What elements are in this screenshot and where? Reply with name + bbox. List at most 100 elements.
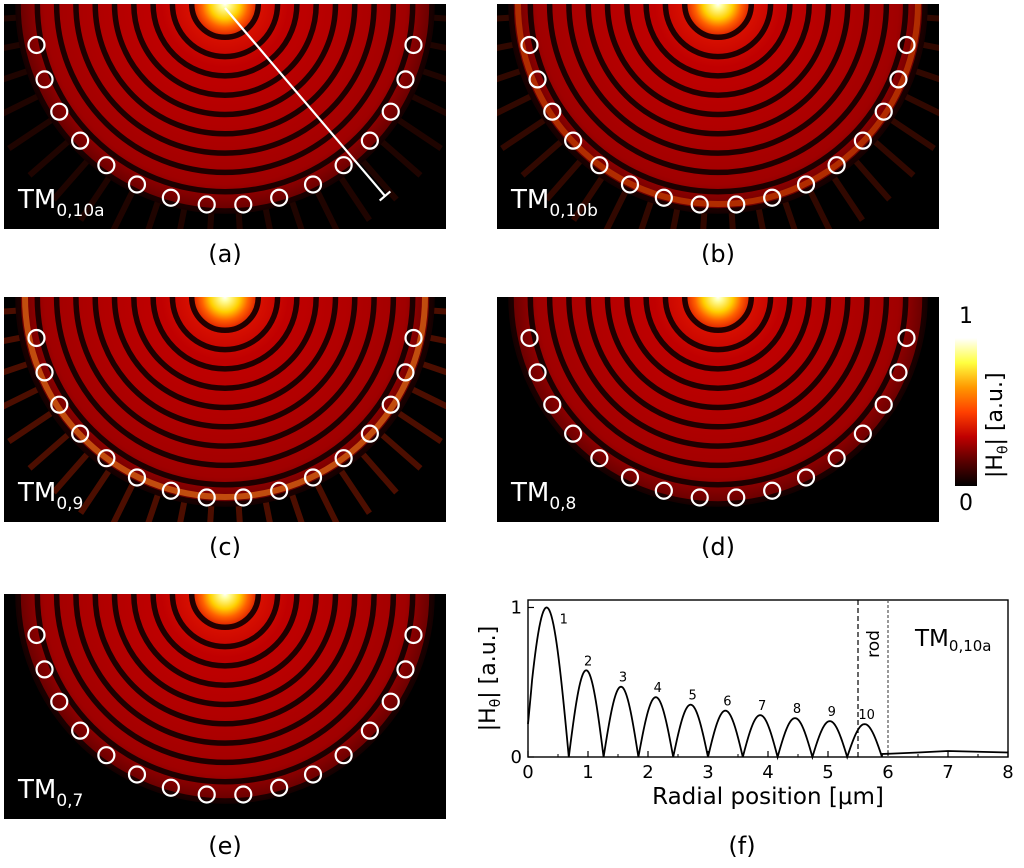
rod-marker [520,35,539,55]
rod-marker [360,131,379,150]
rod-marker [197,488,216,507]
rod-marker [690,488,709,507]
y-axis-label: |Hθ| [a.u.] [476,626,504,732]
rod-marker [564,424,583,443]
rod-marker [763,188,782,207]
rod-marker [360,721,379,740]
rod-marker [35,660,54,679]
rod-marker [27,625,46,645]
field-map-d [497,297,939,522]
rod-marker [654,481,673,500]
x-tick-label: 1 [582,762,593,783]
rod-marker [50,395,69,414]
peak-label: 10 [858,708,875,723]
rod-marker [303,468,323,487]
rod-marker [50,102,69,121]
x-tick-label: 8 [1002,762,1013,783]
rod-marker [71,131,90,150]
rod-marker [360,424,379,443]
x-tick-label: 4 [762,762,773,783]
rod-marker [528,70,547,89]
rod-marker [853,131,872,150]
rod-marker [396,660,415,679]
rod-marker [71,424,90,443]
peak-label: 7 [758,699,766,714]
field-map-panel-b: TM0,10b [497,4,939,229]
peak-label: 6 [723,695,731,710]
radial-profile-plot: 0 1 2 3 4 5 6 7 8 0 1 rod 1 2 3 4 5 6 7 8 9 10 TM0,10a Radial p… [476,597,1014,810]
rod-marker [827,449,846,468]
rod-marker [197,195,216,214]
rod-marker [396,70,415,89]
colorbar [955,338,977,486]
rod-marker [270,778,289,797]
rod-marker [543,395,562,414]
field-map-panel-e: TM0,7 [4,594,446,819]
caption-b: (b) [701,240,735,268]
rod-marker [528,363,547,382]
rod-marker [127,765,147,784]
rod-marker [71,721,90,740]
colorbar-quantity-label: |Hθ| [a.u.] [983,372,1012,478]
x-tick-label: 6 [882,762,893,783]
field-map-b [497,4,939,229]
rod-marker [590,156,609,175]
mode-label-d: TM0,8 [511,478,577,515]
x-tick-label: 3 [702,762,713,783]
rod-marker [404,328,423,348]
rod-marker [234,195,253,214]
rod-marker [161,188,180,207]
rod-marker [270,188,289,207]
peak-label: 1 [560,612,568,627]
rod-marker [520,328,539,348]
rod-marker [796,175,816,194]
rod-marker [97,449,116,468]
colorbar-max-label: 1 [959,304,973,329]
rod-marker [35,70,54,89]
rod-marker [97,156,116,175]
rod-marker [334,156,353,175]
rod-marker [620,175,640,194]
x-tick-label: 0 [522,762,533,783]
rod-marker [763,481,782,500]
peak-label: 8 [793,702,801,717]
x-tick-label: 2 [642,762,653,783]
rod-marker [234,785,253,804]
caption-a: (a) [208,240,242,268]
rod-marker [620,468,640,487]
rod-marker [564,131,583,150]
rod-marker [897,35,916,55]
rod-marker [381,102,400,121]
rod-marker [161,778,180,797]
rod-marker [590,449,609,468]
rod-marker [874,395,893,414]
caption-f: (f) [728,832,756,860]
x-tick-label: 7 [942,762,953,783]
field-map-e [4,594,446,819]
colorbar-gradient [955,338,977,486]
rod-marker [303,765,323,784]
caption-d: (d) [701,533,735,561]
rod-marker [396,363,415,382]
rod-marker [404,625,423,645]
rod-marker [381,692,400,711]
rod-marker [234,488,253,507]
rod-label: rod [864,630,884,658]
rod-marker [727,195,746,214]
field-map-panel-c: TM0,9 [4,297,446,522]
y-tick-label: 0 [511,747,522,768]
rod-marker [334,746,353,765]
rod-marker [161,481,180,500]
field-map-a [4,4,446,229]
rod-marker [690,195,709,214]
rod-marker [270,481,289,500]
rod-marker [35,363,54,382]
peak-label: 9 [828,705,836,720]
peak-label: 3 [619,671,627,686]
rod-marker [796,468,816,487]
field-map-panel-a: TM0,10a [4,4,446,229]
peak-label: 5 [688,689,696,704]
y-tick-label: 1 [511,597,522,618]
caption-c: (c) [209,533,241,561]
mode-label-c: TM0,9 [18,478,84,515]
